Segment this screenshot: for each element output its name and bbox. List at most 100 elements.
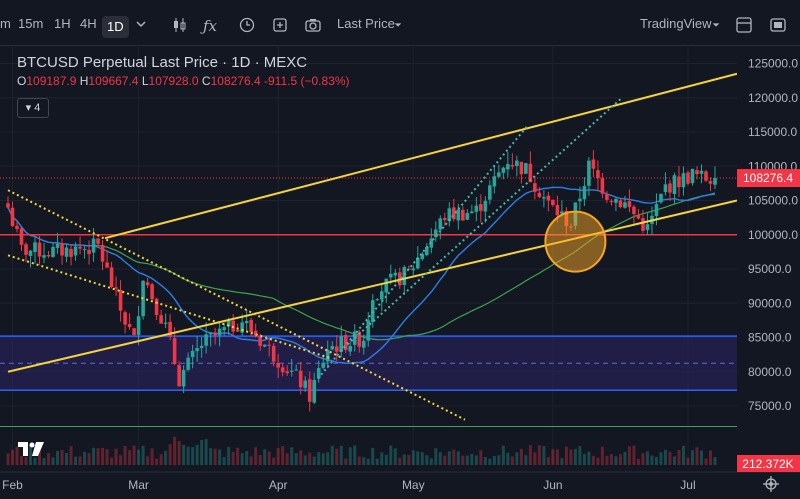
candle-body — [681, 173, 686, 188]
candle-body — [402, 266, 407, 286]
candle-body — [618, 200, 623, 208]
open-label: O — [17, 74, 27, 88]
tradingview-logo-icon[interactable] — [18, 440, 44, 456]
time-tick-label: Jun — [543, 478, 562, 492]
indicators-toggle[interactable]: ▾ 4 — [17, 98, 49, 118]
volume-bar — [366, 458, 370, 465]
candle-body — [713, 178, 717, 185]
fullscreen-icon[interactable] — [768, 16, 788, 36]
price-tick-label: 105000.0 — [748, 194, 798, 208]
volume-bar — [353, 445, 357, 465]
candle-body — [384, 278, 389, 293]
volume-bar — [92, 447, 96, 465]
volume-bar — [393, 448, 397, 465]
candle-body — [150, 284, 154, 300]
candle-body — [55, 243, 60, 248]
volume-bar — [510, 456, 514, 465]
candle-body — [393, 272, 398, 276]
interval-1d[interactable]: 1D — [102, 16, 129, 38]
volume-bar — [560, 458, 564, 465]
alert-icon[interactable] — [237, 16, 257, 36]
ohlc-values: O109187.9 H109667.4 L107928.0 C108276.4 … — [17, 74, 350, 88]
candle-body — [591, 159, 596, 169]
brand-label[interactable]: TradingView — [640, 16, 712, 31]
candle-body — [582, 185, 587, 200]
candle-body — [677, 176, 681, 188]
candle-body — [105, 262, 109, 268]
layout-icon[interactable] — [734, 16, 754, 36]
chevron-down-icon[interactable] — [706, 16, 726, 36]
interval-1h[interactable]: 1H — [54, 16, 71, 31]
candle-body — [132, 328, 136, 336]
candle-body — [555, 205, 560, 216]
volume-bar — [623, 451, 627, 465]
channel-upper-line — [104, 72, 738, 240]
candle-body — [379, 291, 384, 300]
chevron-down-icon[interactable] — [131, 16, 151, 36]
volume-bar — [654, 456, 658, 465]
volume-bar — [663, 449, 667, 465]
volume-bar — [51, 457, 55, 465]
interval-4h[interactable]: 4H — [80, 16, 97, 31]
candle-body — [46, 255, 51, 257]
replay-icon[interactable] — [270, 16, 290, 36]
volume-bar — [492, 456, 496, 465]
volume-bar — [609, 454, 613, 465]
candle-body — [605, 194, 609, 200]
last-price-tag: 108276.4 — [737, 169, 800, 188]
price-type-select[interactable]: Last Price — [337, 16, 395, 31]
candle-body — [528, 163, 533, 183]
volume-bar — [578, 446, 582, 465]
candle-body — [641, 218, 645, 231]
candle-body — [249, 319, 253, 333]
candle-body — [533, 183, 537, 192]
symbol-title[interactable]: BTCUSD Perpetual Last Price · 1D · MEXC — [17, 54, 308, 71]
volume-bar — [123, 445, 127, 465]
volume-bar — [632, 445, 636, 465]
last-price-tag-text: 108276.4 — [743, 171, 793, 185]
candle-body — [375, 299, 380, 301]
volume-bar — [479, 450, 483, 465]
descending-dotted-line — [7, 189, 466, 421]
volume-bar — [33, 457, 37, 465]
candle-body — [213, 332, 217, 336]
channel-lower-line — [7, 199, 738, 373]
volume-bar — [402, 454, 406, 465]
volume-bar — [483, 457, 487, 465]
volume-bar — [299, 450, 303, 465]
camera-icon[interactable] — [303, 16, 323, 36]
open-value: 109187.9 — [26, 74, 77, 88]
close-value: 108276.4 — [210, 74, 261, 88]
fx-icon[interactable]: ƒx — [202, 17, 217, 35]
candle-body — [632, 206, 636, 215]
volume-bar — [11, 449, 15, 465]
volume-bar — [213, 448, 217, 465]
volume-bar — [119, 455, 123, 465]
candle-body — [19, 228, 24, 245]
candle-body — [73, 246, 78, 256]
volume-bar — [605, 455, 609, 465]
candle-body — [168, 321, 172, 337]
chart-canvas[interactable]: 125000.0120000.0115000.0110000.0105000.0… — [0, 47, 800, 499]
candle-body — [208, 333, 213, 335]
volume-bar — [533, 452, 537, 465]
candle-body — [623, 202, 627, 208]
candle-body — [312, 380, 317, 403]
chevron-down-icon[interactable] — [388, 16, 408, 36]
candle-body — [609, 201, 614, 203]
candle-body — [515, 160, 519, 166]
candles-icon[interactable] — [170, 16, 190, 36]
price-tick-label: 85000.0 — [748, 331, 792, 345]
settings-gear-icon[interactable] — [763, 476, 779, 492]
candle-body — [298, 370, 303, 388]
price-tick-label: 90000.0 — [748, 296, 792, 310]
volume-bar — [519, 448, 523, 465]
interval-m[interactable]: m — [0, 16, 11, 31]
candle-body — [267, 344, 271, 346]
candle-body — [366, 320, 371, 341]
candle-body — [271, 345, 276, 362]
volume-bar — [321, 453, 325, 465]
interval-15m[interactable]: 15m — [18, 16, 44, 31]
volume-bar — [528, 445, 532, 465]
candle-body — [479, 204, 483, 211]
